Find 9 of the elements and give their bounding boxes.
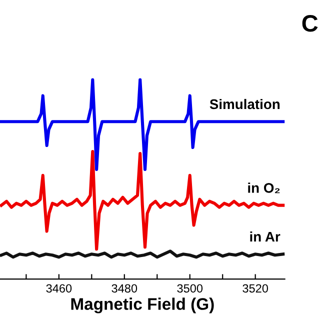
text: C	[302, 15, 318, 32]
series-label: in O₂	[248, 182, 280, 194]
x-tick-label: 3500	[177, 284, 203, 293]
x-axis-title: Magnetic Field (G)	[71, 298, 214, 314]
x-tick-label: 3480	[112, 284, 138, 293]
series-label: Simulation	[210, 98, 280, 110]
x-tick-label: 3520	[242, 284, 268, 293]
series-label: in Ar	[250, 231, 280, 242]
x-tick-label: 3460	[46, 284, 72, 293]
